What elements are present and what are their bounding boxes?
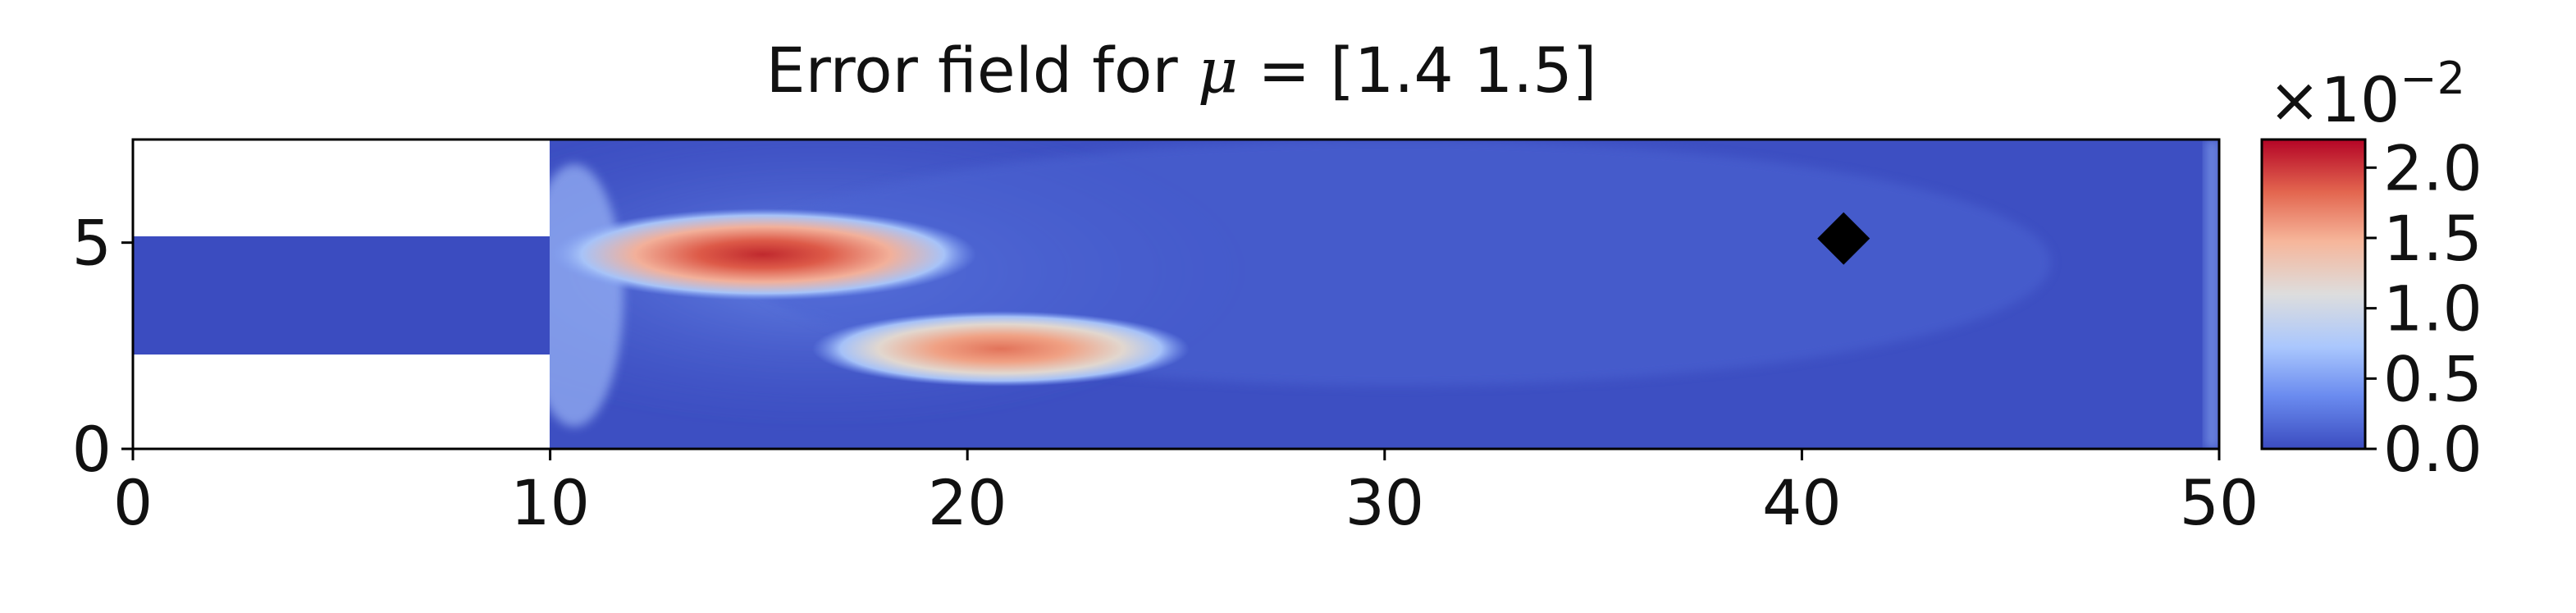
probe-marker (1817, 212, 1870, 265)
x-tick-label: 40 (1762, 466, 1842, 539)
x-tick-label: 20 (928, 466, 1007, 539)
x-tick-label: 30 (1345, 466, 1424, 539)
colorbar (2260, 138, 2367, 451)
colorbar-tick-label: 1.0 (2383, 272, 2482, 345)
colorbar-tick-label: 0.0 (2383, 413, 2482, 486)
y-axis: 05 (72, 207, 133, 486)
x-tick-label: 10 (510, 466, 590, 539)
x-axis: 0 10 20 30 40 50 (113, 449, 2259, 539)
outlet-edge-noise (2205, 140, 2219, 449)
hotspot-lower (812, 311, 1190, 387)
colorbar-tick-label: 2.0 (2383, 131, 2482, 204)
hotspot-upper (550, 208, 976, 300)
chart-title: Error field for μ = [1.4 1.5] (766, 34, 1597, 107)
colorbar-axis: 0.00.51.01.52.0 (2365, 131, 2482, 486)
colorbar-multiplier: ×10−2 (2268, 53, 2465, 136)
y-tick-label: 0 (72, 413, 112, 486)
colorbar-tick-label: 0.5 (2383, 342, 2482, 415)
axes-frame (131, 138, 2221, 451)
inlet-channel-region (133, 236, 550, 355)
error-features (550, 140, 2219, 449)
x-tick-label: 0 (113, 466, 153, 539)
x-tick-label: 50 (2180, 466, 2259, 539)
y-tick-label: 5 (72, 207, 112, 280)
colorbar-tick-label: 1.5 (2383, 202, 2482, 275)
